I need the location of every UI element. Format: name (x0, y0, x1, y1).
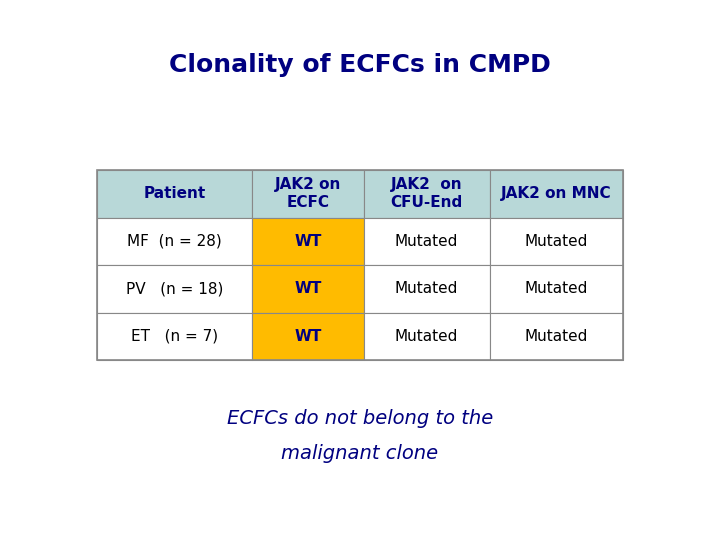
Text: malignant clone: malignant clone (282, 444, 438, 463)
Text: WT: WT (294, 329, 322, 344)
FancyBboxPatch shape (364, 218, 490, 265)
FancyBboxPatch shape (97, 313, 252, 360)
Text: Mutated: Mutated (524, 234, 588, 249)
FancyBboxPatch shape (97, 218, 252, 265)
FancyBboxPatch shape (252, 218, 364, 265)
Text: Mutated: Mutated (524, 329, 588, 344)
FancyBboxPatch shape (364, 265, 490, 313)
Text: MF  (n = 28): MF (n = 28) (127, 234, 222, 249)
FancyBboxPatch shape (252, 170, 364, 218)
Text: JAK2  on
CFU-End: JAK2 on CFU-End (390, 177, 463, 211)
Text: Mutated: Mutated (395, 329, 459, 344)
FancyBboxPatch shape (364, 170, 490, 218)
FancyBboxPatch shape (97, 170, 252, 218)
FancyBboxPatch shape (490, 170, 623, 218)
FancyBboxPatch shape (490, 313, 623, 360)
Text: Clonality of ECFCs in CMPD: Clonality of ECFCs in CMPD (169, 53, 551, 77)
FancyBboxPatch shape (252, 265, 364, 313)
Text: ET   (n = 7): ET (n = 7) (131, 329, 218, 344)
FancyBboxPatch shape (97, 265, 252, 313)
Text: JAK2 on MNC: JAK2 on MNC (501, 186, 611, 201)
Text: ECFCs do not belong to the: ECFCs do not belong to the (227, 409, 493, 428)
Text: PV   (n = 18): PV (n = 18) (126, 281, 223, 296)
Text: JAK2 on
ECFC: JAK2 on ECFC (274, 177, 341, 211)
Text: Mutated: Mutated (395, 234, 459, 249)
Text: Patient: Patient (143, 186, 206, 201)
FancyBboxPatch shape (490, 218, 623, 265)
FancyBboxPatch shape (364, 313, 490, 360)
Text: WT: WT (294, 281, 322, 296)
FancyBboxPatch shape (252, 313, 364, 360)
Text: Mutated: Mutated (395, 281, 459, 296)
Text: Mutated: Mutated (524, 281, 588, 296)
FancyBboxPatch shape (490, 265, 623, 313)
Text: WT: WT (294, 234, 322, 249)
